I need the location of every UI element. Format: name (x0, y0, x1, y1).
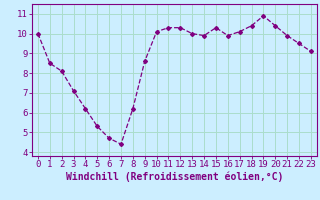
X-axis label: Windchill (Refroidissement éolien,°C): Windchill (Refroidissement éolien,°C) (66, 172, 283, 182)
